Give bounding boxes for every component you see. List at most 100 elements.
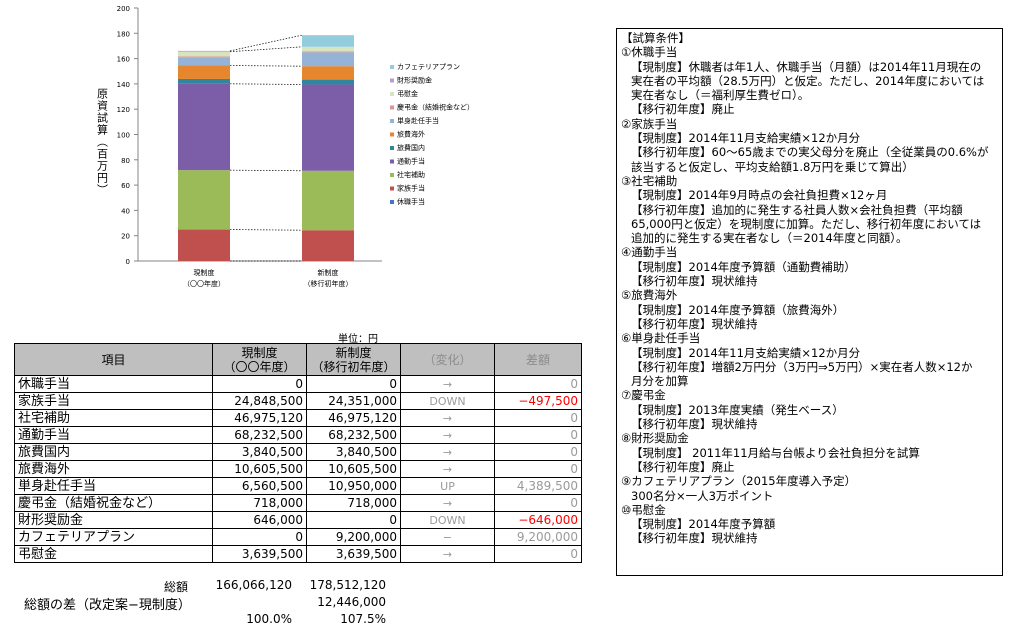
stacked-bar-chart: 0 20 40 60 80 100 120 140 160 180 200 原資試算（百万円） 現制度 （…	[96, 5, 475, 288]
connector-line	[229, 169, 303, 172]
x-tick-label: （〇〇年度）	[183, 279, 225, 288]
row-current: 718,000	[212, 494, 307, 512]
row-new: 718,000	[306, 494, 401, 512]
row-new: 0	[306, 375, 401, 393]
notes-line: 【現制度】2014年度予算額	[631, 517, 776, 532]
row-name: 財形奨励金	[14, 511, 213, 529]
bar-segment	[178, 56, 230, 58]
table-row: 旅費海外 10,605,500 10,605,500 → 0	[14, 460, 582, 478]
ratio-new: 107.5%	[340, 612, 386, 626]
bar-segment	[178, 51, 230, 57]
legend-label: 通勤手当	[397, 157, 425, 166]
bar-segment	[302, 52, 354, 67]
y-tick-label: 140	[117, 81, 130, 89]
row-new: 10,605,500	[306, 460, 401, 478]
notes-line: 【現制度】2014年度予算額（通勤費補助）	[631, 259, 856, 274]
notes-line: 【移行初年度】廃止	[631, 459, 735, 474]
legend-swatch	[390, 119, 394, 123]
row-change: →	[400, 375, 495, 393]
bar-segment	[178, 83, 230, 171]
row-change: →	[400, 443, 495, 461]
notes-heading: ④通勤手当	[621, 245, 678, 260]
row-diff: 9,200,000	[494, 528, 582, 546]
row-diff: 0	[494, 494, 582, 512]
row-change: →	[400, 409, 495, 427]
legend-label: 旅費国内	[397, 143, 425, 152]
row-diff: 0	[494, 409, 582, 427]
bar-segment	[178, 65, 230, 79]
connector-line	[229, 65, 303, 67]
notes-section: ⑩弔慰金 【現制度】2014年度予算額 【移行初年度】現状維持	[621, 503, 998, 546]
legend-label: 社宅補助	[397, 170, 425, 179]
row-current: 24,848,500	[212, 392, 307, 410]
y-tick-label: 60	[121, 182, 130, 190]
legend-swatch	[390, 65, 394, 69]
row-name: 旅費海外	[14, 460, 213, 478]
notes-section: ④通勤手当 【現制度】2014年度予算額（通勤費補助） 【移行初年度】現状維持	[621, 245, 998, 288]
table-row: 旅費国内 3,840,500 3,840,500 → 0	[14, 443, 582, 461]
bar-segment	[302, 51, 354, 53]
x-tick-label: 現制度	[194, 268, 215, 277]
legend-swatch	[390, 200, 394, 204]
row-diff: −646,000	[494, 511, 582, 529]
row-new: 68,232,500	[306, 426, 401, 444]
table-row: 家族手当 24,848,500 24,351,000 DOWN −497,500	[14, 392, 582, 410]
notes-line: 【現制度】2014年9月時点の会社負担費×12ヶ月	[631, 188, 888, 203]
notes-section: ⑦慶弔金 【現制度】2013年度実績（発生ベース） 【移行初年度】現状維持	[621, 388, 998, 431]
row-diff: 0	[494, 545, 582, 563]
bar-segment	[302, 170, 354, 231]
y-tick-label: 40	[121, 207, 130, 215]
legend-label: 財形奨励金	[397, 76, 432, 85]
notes-line: 該当すると仮定し、平均支給額1.8万円を乗じて算出）	[631, 159, 914, 174]
row-diff: 0	[494, 375, 582, 393]
notes-line: 【移行初年度】現状維持	[631, 417, 758, 432]
legend-swatch	[390, 105, 394, 110]
total-current: 166,066,120	[215, 578, 292, 592]
table-row: 慶弔金（結婚祝金など） 718,000 718,000 → 0	[14, 494, 582, 512]
notes-line: 【移行初年度】廃止	[631, 102, 735, 117]
legend-swatch	[390, 173, 394, 177]
row-change: DOWN	[400, 392, 495, 410]
row-change: →	[400, 494, 495, 512]
header-diff: 差額	[494, 343, 582, 376]
unit-label: 単位：円	[338, 334, 378, 345]
total-label: 総額	[164, 580, 189, 594]
row-change: UP	[400, 477, 495, 495]
y-tick-label: 80	[121, 157, 130, 165]
legend-label: カフェテリアプラン	[397, 63, 460, 71]
notes-line: 【現制度】2014年11月支給実績×12か月分	[631, 131, 861, 146]
table-row: 弔慰金 3,639,500 3,639,500 → 0	[14, 545, 582, 563]
row-current: 46,975,120	[212, 409, 307, 427]
notes-section: ③社宅補助 【現制度】2014年9月時点の会社負担費×12ヶ月 【移行初年度】追加的…	[621, 174, 998, 245]
notes-title: 【試算条件】	[621, 31, 690, 45]
bar-segment	[302, 46, 354, 52]
notes-line: 【移行初年度】現状維持	[631, 316, 758, 331]
row-change: −	[400, 528, 495, 546]
row-current: 10,605,500	[212, 460, 307, 478]
row-new: 10,950,000	[306, 477, 401, 495]
bar-segment	[302, 84, 354, 171]
y-tick-label: 20	[121, 233, 130, 241]
y-axis-label: 原資試算（百万円）	[96, 88, 109, 196]
legend-label: 休職手当	[397, 197, 425, 206]
bar-segment	[178, 50, 230, 52]
notes-line: 【移行初年度】現状維持	[631, 531, 758, 546]
bar-segment	[302, 79, 354, 85]
row-current: 3,639,500	[212, 545, 307, 563]
legend-label: 旅費海外	[397, 130, 425, 139]
row-new: 24,351,000	[306, 392, 401, 410]
y-tick-label: 180	[117, 30, 130, 38]
row-name: 社宅補助	[14, 409, 213, 427]
notes-line: 実在者の平均額（28.5万円）と仮定。ただし、2014年度においては	[631, 73, 985, 88]
row-diff: 0	[494, 426, 582, 444]
difference-label: 総額の差（改定案−現制度）	[24, 598, 191, 613]
row-current: 3,840,500	[212, 443, 307, 461]
legend-swatch	[390, 92, 394, 96]
table-row: 通勤手当 68,232,500 68,232,500 → 0	[14, 426, 582, 444]
notes-section: ⑧財形奨励金 【現制度】 2011年11月給与台帳より会社負担分を試算 【移行初年度…	[621, 431, 998, 474]
connector-line	[229, 83, 303, 85]
connector-line	[229, 46, 303, 53]
table-row: 社宅補助 46,975,120 46,975,120 → 0	[14, 409, 582, 427]
bar-segment	[302, 35, 354, 47]
notes-section: ①休職手当 【現制度】休職者は年1人、休職手当（月額）は2014年11月現在の 実在…	[621, 45, 998, 116]
